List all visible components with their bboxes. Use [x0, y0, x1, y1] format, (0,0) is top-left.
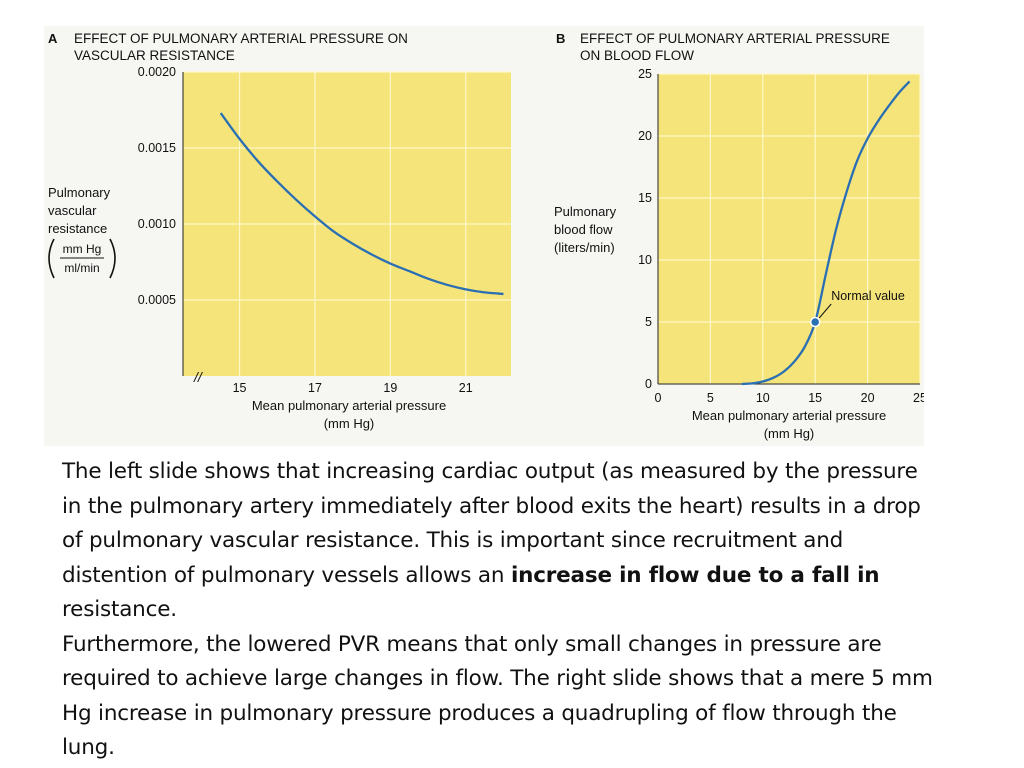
- chart-a-unit-numerator: mm Hg: [63, 242, 102, 256]
- chart-b-y-tick-label: 0: [645, 377, 652, 391]
- chart-b: B EFFECT OF PULMONARY ARTERIAL PRESSURE …: [554, 31, 927, 441]
- chart-b-y-tick-label: 25: [638, 67, 652, 81]
- caption-p1-end: resistance.: [62, 597, 177, 622]
- chart-b-y-tick-label: 5: [645, 315, 652, 329]
- caption-p1-bold: increase in flow due to a fall in: [510, 562, 880, 588]
- chart-b-x-tick-label: 25: [913, 391, 924, 405]
- chart-a-letter: A: [48, 31, 58, 46]
- chart-a-ylabel-line1: Pulmonary: [48, 185, 111, 200]
- caption-p1-start: The left slide shows that increasing car…: [62, 459, 921, 588]
- chart-a-x-tick-label: 21: [459, 381, 473, 395]
- chart-b-title-line1: EFFECT OF PULMONARY ARTERIAL PRESSURE: [580, 31, 890, 46]
- chart-b-plot-area: [658, 74, 920, 384]
- chart-a-y-tick-label: 0.0015: [138, 141, 176, 155]
- chart-b-xlabel-line2: (mm Hg): [764, 426, 815, 441]
- chart-b-ylabel-line3: (liters/min): [554, 240, 615, 255]
- chart-a: A EFFECT OF PULMONARY ARTERIAL PRESSURE …: [48, 31, 511, 431]
- caption-paragraph-2: Furthermore, the lowered PVR means that …: [62, 628, 942, 766]
- chart-b-title-line2: ON BLOOD FLOW: [580, 48, 694, 63]
- chart-b-ylabel-line2: blood flow: [554, 222, 613, 237]
- chart-b-normal-value-point: [809, 316, 821, 328]
- chart-a-left-paren: [48, 238, 55, 279]
- chart-a-right-paren: [109, 238, 116, 279]
- chart-b-x-tick-label: 0: [655, 391, 662, 405]
- chart-b-y-tick-label: 10: [638, 253, 652, 267]
- chart-a-axis-break: //: [193, 369, 204, 385]
- chart-a-y-ticks: 0.0005 0.0010 0.0015 0.0020: [138, 65, 176, 307]
- chart-a-y-tick-label: 0.0005: [138, 293, 176, 307]
- chart-a-x-tick-label: 19: [383, 381, 397, 395]
- chart-b-x-tick-label: 5: [707, 391, 714, 405]
- figure: A EFFECT OF PULMONARY ARTERIAL PRESSURE …: [44, 26, 927, 446]
- chart-b-curve: [741, 80, 911, 386]
- chart-b-x-tick-label: 20: [861, 391, 875, 405]
- chart-a-x-ticks: 15 17 19 21: [233, 381, 473, 395]
- chart-a-ylabel-line2: vascular: [48, 203, 97, 218]
- chart-b-annotation-leader: [818, 303, 832, 319]
- chart-a-y-tick-label: 0.0020: [138, 65, 176, 79]
- chart-a-x-tick-label: 17: [308, 381, 322, 395]
- caption-text: The left slide shows that increasing car…: [62, 455, 942, 766]
- chart-a-y-tick-label: 0.0010: [138, 217, 176, 231]
- chart-b-x-tick-label: 10: [756, 391, 770, 405]
- chart-b-y-ticks: 0 5 10 15 20 25: [638, 67, 652, 391]
- chart-b-grid: [657, 73, 921, 385]
- chart-a-title-line2: VASCULAR RESISTANCE: [74, 48, 235, 63]
- chart-b-letter: B: [556, 31, 565, 46]
- chart-b-annotation-label: Normal value: [831, 289, 905, 303]
- chart-a-unit-denominator: ml/min: [64, 261, 99, 275]
- chart-a-grid: [182, 71, 511, 376]
- chart-a-x-tick-label: 15: [233, 381, 247, 395]
- chart-a-series: [219, 112, 504, 296]
- chart-a-ylabel-line3: resistance: [48, 221, 107, 236]
- chart-a-title-line1: EFFECT OF PULMONARY ARTERIAL PRESSURE ON: [74, 31, 408, 46]
- caption-paragraph-1: The left slide shows that increasing car…: [62, 455, 942, 628]
- charts-svg: A EFFECT OF PULMONARY ARTERIAL PRESSURE …: [48, 31, 927, 441]
- chart-b-series: [741, 80, 911, 386]
- chart-b-ylabel-line1: Pulmonary: [554, 204, 617, 219]
- chart-a-xlabel-line2: (mm Hg): [324, 416, 375, 431]
- chart-b-annotation-group: Normal value: [809, 289, 905, 328]
- chart-b-y-tick-label: 15: [638, 191, 652, 205]
- chart-b-x-ticks: 0 5 10 15 20 25: [655, 391, 927, 405]
- chart-a-xlabel-line1: Mean pulmonary arterial pressure: [252, 398, 446, 413]
- chart-b-xlabel-line1: Mean pulmonary arterial pressure: [692, 408, 886, 423]
- chart-a-curve: [219, 112, 504, 296]
- caption-p2: Furthermore, the lowered PVR means that …: [62, 631, 933, 761]
- chart-b-y-tick-label: 20: [638, 129, 652, 143]
- chart-b-x-tick-label: 15: [808, 391, 822, 405]
